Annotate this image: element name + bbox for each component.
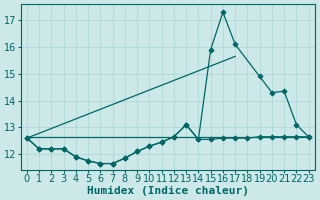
X-axis label: Humidex (Indice chaleur): Humidex (Indice chaleur) (87, 186, 249, 196)
